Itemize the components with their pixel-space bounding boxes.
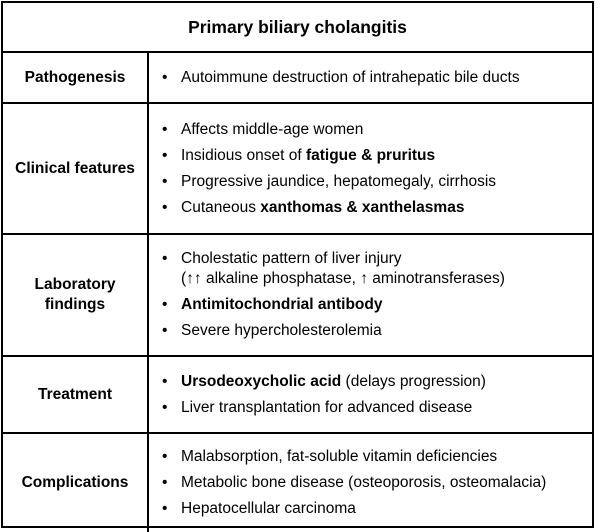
list-item: Cholestatic pattern of liver injury (↑↑ … [162,249,592,289]
row-complications: Complications Malabsorption, fat-soluble… [3,434,592,532]
treatment-list: Ursodeoxycholic acid (delays progression… [149,357,592,432]
table-title: Primary biliary cholangitis [3,3,592,53]
list-item: Affects middle-age women [162,120,592,140]
row-label-complications: Complications [3,434,149,532]
list-item: Autoimmune destruction of intrahepatic b… [162,68,592,88]
list-item: Insidious onset of fatigue & pruritus [162,146,592,166]
list-item: Malabsorption, fat-soluble vitamin defic… [162,447,592,467]
row-laboratory-findings: Laboratory findings Cholestatic pattern … [3,235,592,357]
row-treatment: Treatment Ursodeoxycholic acid (delays p… [3,357,592,434]
row-label-pathogenesis: Pathogenesis [3,53,149,102]
laboratory-findings-list: Cholestatic pattern of liver injury (↑↑ … [149,235,592,355]
list-item: Antimitochondrial antibody [162,295,592,315]
row-label-laboratory-findings: Laboratory findings [3,235,149,355]
row-label-treatment: Treatment [3,357,149,432]
complications-list: Malabsorption, fat-soluble vitamin defic… [149,434,592,532]
row-clinical-features: Clinical features Affects middle-age wom… [3,104,592,235]
row-pathogenesis: Pathogenesis Autoimmune destruction of i… [3,53,592,104]
list-item-subline: (↑↑ alkaline phosphatase, ↑ aminotransfe… [181,270,505,287]
row-label-clinical-features: Clinical features [3,104,149,233]
clinical-features-list: Affects middle-age women Insidious onset… [149,104,592,233]
list-item: Liver transplantation for advanced disea… [162,398,592,418]
list-item: Metabolic bone disease (osteoporosis, os… [162,473,592,493]
list-item: Ursodeoxycholic acid (delays progression… [162,372,592,392]
list-item: Progressive jaundice, hepatomegaly, cirr… [162,172,592,192]
list-item: Hepatocellular carcinoma [162,499,592,519]
pathogenesis-list: Autoimmune destruction of intrahepatic b… [149,53,592,102]
list-item: Cutaneous xanthomas & xanthelasmas [162,198,592,218]
list-item: Severe hypercholesterolemia [162,321,592,341]
